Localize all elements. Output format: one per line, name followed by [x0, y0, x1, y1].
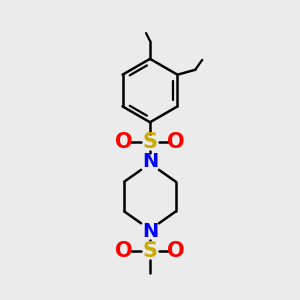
Text: O: O [116, 241, 133, 261]
Text: O: O [116, 132, 133, 152]
Text: N: N [142, 152, 158, 171]
Text: N: N [142, 222, 158, 241]
Text: O: O [167, 241, 184, 261]
Text: S: S [142, 241, 158, 261]
Text: S: S [142, 132, 158, 152]
Text: O: O [167, 132, 184, 152]
